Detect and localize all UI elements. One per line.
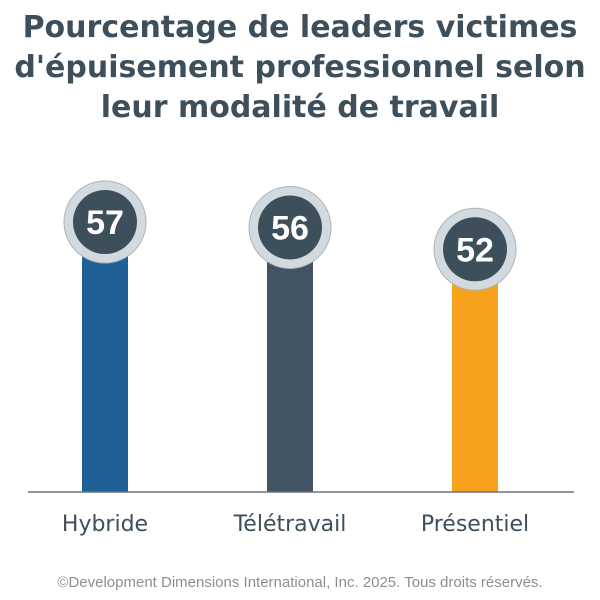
category-label: Présentiel bbox=[421, 512, 529, 537]
category-label: Télétravail bbox=[233, 512, 347, 537]
value-badge bbox=[443, 217, 507, 282]
bars-layer bbox=[82, 222, 498, 492]
data-label: 52 bbox=[456, 231, 494, 269]
copyright-notice: ©Development Dimensions International, I… bbox=[57, 574, 543, 591]
chart-title: Pourcentage de leaders victimes d'épuise… bbox=[14, 10, 586, 125]
value-badge bbox=[258, 195, 322, 260]
labels-layer: 57 Hybride 56 Télétravail 52 Présentiel bbox=[62, 180, 529, 537]
value-badge bbox=[73, 190, 137, 254]
bar-hybride bbox=[82, 222, 128, 492]
category-label: Hybride bbox=[62, 512, 148, 537]
data-label: 56 bbox=[271, 209, 309, 247]
bar-télétravail bbox=[267, 227, 313, 492]
data-label: 57 bbox=[86, 204, 124, 242]
